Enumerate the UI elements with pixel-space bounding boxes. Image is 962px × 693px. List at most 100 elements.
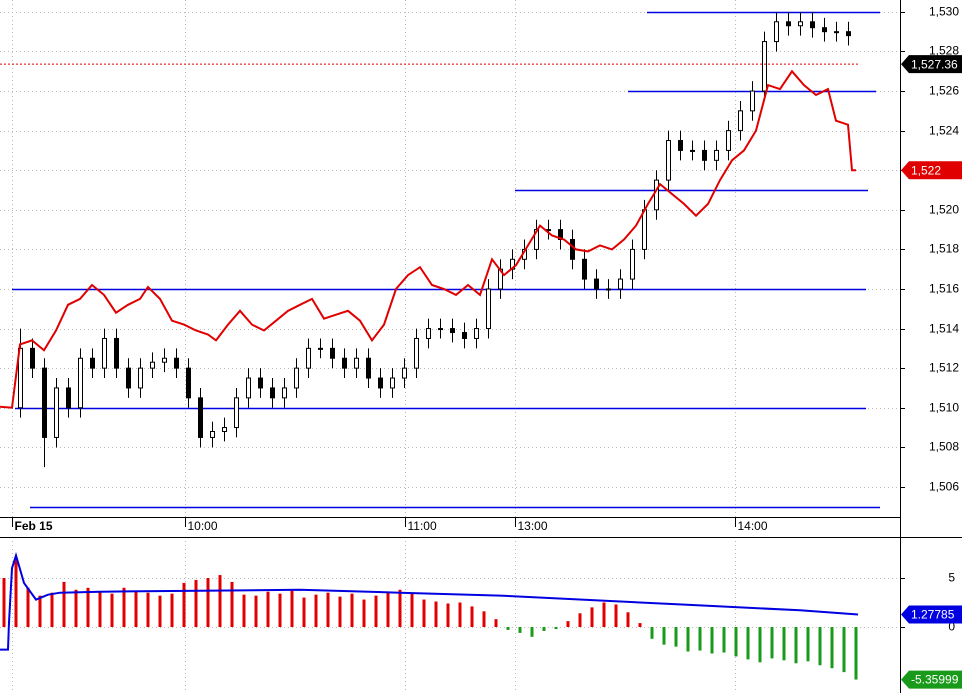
candle-body <box>450 328 455 334</box>
candle-body <box>426 328 431 339</box>
candle-body <box>378 377 383 389</box>
bar <box>638 623 642 628</box>
bar <box>542 627 546 631</box>
bar <box>818 627 822 666</box>
bar <box>146 592 150 628</box>
bar <box>614 604 618 628</box>
bar <box>98 591 102 628</box>
candle-body <box>474 328 479 339</box>
candle-body <box>678 140 683 151</box>
candle-body <box>54 387 59 438</box>
y-tick-label: 1,526 <box>929 84 959 98</box>
y-tick-label: 0 <box>948 620 955 634</box>
bar <box>686 627 690 652</box>
candle-body <box>114 337 119 369</box>
bar <box>278 593 282 628</box>
candle-body <box>822 27 827 33</box>
candle-body <box>270 387 275 399</box>
bar <box>602 602 606 628</box>
value-tag-label: -5.35999 <box>911 673 959 687</box>
bar <box>650 627 654 639</box>
candle-body <box>486 288 491 330</box>
bar <box>158 595 162 628</box>
bar <box>770 627 774 659</box>
bar <box>806 627 810 662</box>
y-tick-label: 1,516 <box>929 282 959 296</box>
bar <box>206 577 210 628</box>
candle-body <box>306 347 311 369</box>
value-tag <box>901 55 962 74</box>
candle-body <box>462 332 467 339</box>
bar <box>86 587 90 628</box>
candle-body <box>318 347 323 350</box>
bar <box>338 596 342 628</box>
bar <box>566 621 570 628</box>
bar <box>470 606 474 628</box>
y-tick-label: 1,528 <box>929 44 959 58</box>
bar <box>134 590 138 628</box>
y-tick-label: 1,530 <box>929 5 959 19</box>
bar <box>578 613 582 628</box>
bar <box>38 595 42 628</box>
candle-body <box>630 248 635 280</box>
bar <box>398 589 402 628</box>
bar <box>758 627 762 663</box>
bar <box>734 627 738 657</box>
labels-layer: Feb 15 10:00 11:00 13:00 14:00 1,506 1,508 1,51… <box>12 5 962 689</box>
marks-layer <box>0 11 880 680</box>
bar <box>266 591 270 628</box>
bar <box>290 590 294 628</box>
candle-body <box>78 357 83 409</box>
bar <box>506 627 510 630</box>
bar <box>122 587 126 628</box>
bar <box>170 593 174 628</box>
bar <box>674 627 678 647</box>
bar <box>242 594 246 628</box>
bar <box>230 581 234 628</box>
candle-body <box>210 430 215 438</box>
candle-body <box>294 367 299 389</box>
candle-body <box>150 361 155 369</box>
bar <box>494 619 498 628</box>
candle-body <box>138 367 143 389</box>
bar <box>530 627 534 637</box>
candle-body <box>774 21 779 43</box>
candle-body <box>42 367 47 438</box>
candle-body <box>738 110 743 132</box>
candle-body <box>282 387 287 399</box>
candle-body <box>258 377 263 389</box>
bar <box>74 589 78 628</box>
bar <box>26 587 30 628</box>
candle-body <box>582 258 587 280</box>
bar <box>446 603 450 628</box>
bar <box>314 594 318 628</box>
candle-body <box>330 347 335 359</box>
candle-body <box>246 377 251 399</box>
bar <box>794 627 798 664</box>
candle-body <box>354 357 359 369</box>
candle-body <box>798 21 803 27</box>
candle-body <box>666 140 671 181</box>
bar <box>434 601 438 628</box>
value-tag <box>901 670 962 689</box>
candle-body <box>126 367 131 389</box>
bar <box>482 611 486 628</box>
bar <box>854 627 858 680</box>
bar <box>254 595 258 628</box>
candle-body <box>570 238 575 260</box>
candle-body <box>654 179 659 211</box>
candle-body <box>30 347 35 369</box>
bar <box>842 627 846 673</box>
bar <box>374 595 378 628</box>
candle-body <box>102 337 107 369</box>
candle-body <box>342 357 347 369</box>
x-tick-label: 10:00 <box>188 519 218 533</box>
value-tag-label: 1,527.36 <box>911 57 958 71</box>
bar <box>422 599 426 628</box>
candle-body <box>198 397 203 438</box>
candle-body <box>222 427 227 432</box>
candle-body <box>66 387 71 409</box>
